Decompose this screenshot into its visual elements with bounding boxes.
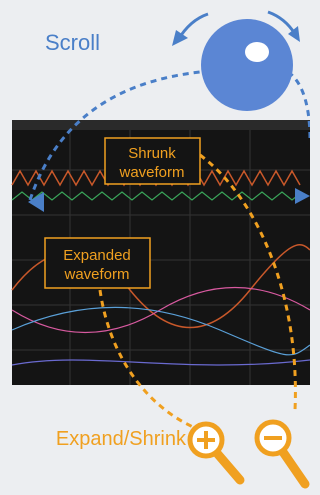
shrunk-label-1: Shrunk xyxy=(128,145,176,162)
scroll-label: Scroll xyxy=(45,30,100,55)
ball-highlight xyxy=(245,42,269,62)
expand-shrink-label: Expand/Shrink xyxy=(56,428,187,450)
illustration: Scroll Shrunk waveform Expanded waveform… xyxy=(0,0,310,495)
expanded-label-2: waveform xyxy=(63,266,129,283)
screen-header xyxy=(12,120,310,130)
expanded-label-1: Expanded xyxy=(63,247,131,264)
scroll-ball xyxy=(201,19,293,111)
shrunk-label-2: waveform xyxy=(118,164,184,181)
